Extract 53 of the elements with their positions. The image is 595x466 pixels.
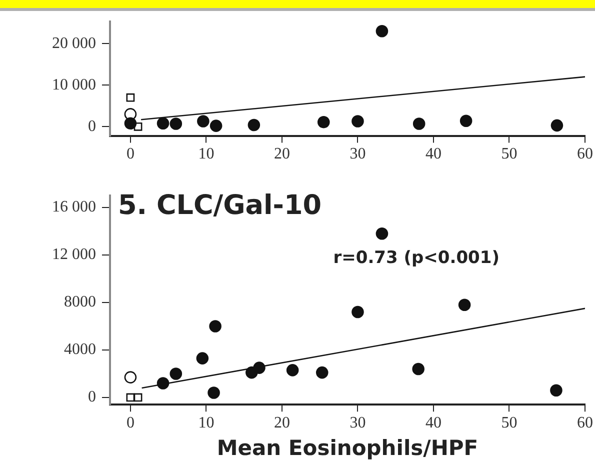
x-tick-label: 20 bbox=[274, 414, 290, 432]
y-tick-label: 10 000 bbox=[52, 76, 96, 94]
point bbox=[170, 118, 182, 130]
x-tick-label: 40 bbox=[425, 414, 442, 432]
point bbox=[210, 120, 222, 132]
x-tick-label: 20 bbox=[274, 146, 290, 163]
point bbox=[134, 393, 142, 402]
point bbox=[156, 377, 170, 390]
point bbox=[460, 114, 472, 127]
point bbox=[208, 386, 220, 399]
x-tick-label: 0 bbox=[126, 146, 134, 163]
point bbox=[126, 93, 135, 102]
x-axis-title: Mean Eosinophils/HPF bbox=[216, 436, 478, 460]
x-tick-label: 50 bbox=[501, 414, 518, 432]
y-tick-label: 12 000 bbox=[52, 246, 96, 264]
annotation: r=0.73 (p<0.001) bbox=[333, 248, 500, 268]
point bbox=[412, 118, 426, 130]
y-tick-label: 16 000 bbox=[52, 198, 96, 216]
point bbox=[170, 368, 182, 380]
point bbox=[156, 117, 170, 130]
point bbox=[124, 371, 137, 384]
x-tick-label: 10 bbox=[198, 414, 214, 432]
point bbox=[248, 118, 260, 132]
point bbox=[196, 352, 209, 364]
y-tick-label: 0 bbox=[88, 118, 96, 135]
x-tick-label: 60 bbox=[577, 414, 593, 432]
x-tick-label: 50 bbox=[501, 146, 518, 163]
point bbox=[197, 115, 210, 128]
y-tick-label: 4000 bbox=[64, 341, 96, 358]
point bbox=[352, 306, 364, 318]
point bbox=[286, 364, 299, 376]
point bbox=[317, 116, 330, 128]
point bbox=[412, 362, 424, 376]
point bbox=[124, 117, 137, 130]
x-tick-label: 60 bbox=[577, 146, 593, 163]
point bbox=[352, 115, 364, 128]
x-tick-label: 30 bbox=[350, 146, 366, 163]
x-tick-label: 0 bbox=[126, 414, 134, 432]
point bbox=[458, 298, 471, 311]
x-tick-label: 10 bbox=[198, 146, 214, 163]
x-tick-label: 30 bbox=[350, 414, 366, 432]
point bbox=[376, 25, 388, 38]
point bbox=[209, 320, 222, 332]
point bbox=[316, 366, 328, 379]
point bbox=[550, 384, 562, 396]
point bbox=[253, 362, 266, 374]
y-tick-label: 20 000 bbox=[52, 34, 96, 52]
chart-title: 5. CLC/Gal-10 bbox=[118, 190, 322, 222]
y-tick-label: 8000 bbox=[64, 294, 96, 311]
x-tick-label: 40 bbox=[425, 146, 442, 163]
point bbox=[376, 227, 388, 240]
point bbox=[550, 119, 564, 132]
y-tick-label: 0 bbox=[88, 388, 96, 406]
